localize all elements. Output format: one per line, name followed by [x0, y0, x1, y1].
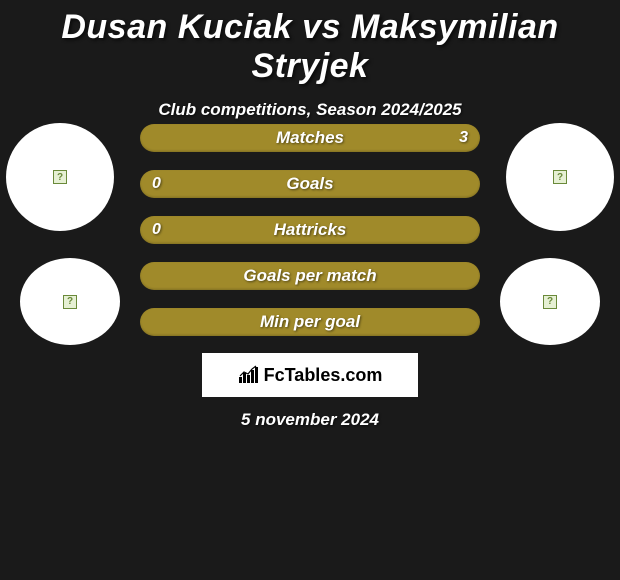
stat-label: Hattricks [274, 220, 347, 240]
player1-avatar-circle: ? [6, 123, 114, 231]
brand-text: FcTables.com [264, 365, 383, 386]
stat-left-value: 0 [152, 175, 161, 193]
stats-area: Matches 3 0 Goals 0 Hattricks Goals per … [140, 124, 480, 354]
image-placeholder-icon: ? [63, 295, 77, 309]
stat-label: Min per goal [260, 312, 360, 332]
stat-row: Min per goal [140, 308, 480, 336]
stat-label: Goals [286, 174, 333, 194]
stat-row: Goals per match [140, 262, 480, 290]
stat-label: Goals per match [243, 266, 376, 286]
image-placeholder-icon: ? [543, 295, 557, 309]
stat-label: Matches [276, 128, 344, 148]
stat-row: 0 Hattricks [140, 216, 480, 244]
image-placeholder-icon: ? [553, 170, 567, 184]
page-title: Dusan Kuciak vs Maksymilian Stryjek [0, 0, 620, 86]
subtitle: Club competitions, Season 2024/2025 [0, 100, 620, 120]
date-text: 5 november 2024 [0, 410, 620, 430]
stat-right-value: 3 [459, 129, 468, 147]
brand-box: FcTables.com [202, 353, 418, 397]
image-placeholder-icon: ? [53, 170, 67, 184]
brand-logo: FcTables.com [238, 365, 383, 386]
player2-avatar-circle: ? [506, 123, 614, 231]
stat-left-value: 0 [152, 221, 161, 239]
chart-bars-icon [238, 365, 262, 385]
stat-row: Matches 3 [140, 124, 480, 152]
team2-logo-circle: ? [500, 258, 600, 345]
stat-row: 0 Goals [140, 170, 480, 198]
team1-logo-circle: ? [20, 258, 120, 345]
